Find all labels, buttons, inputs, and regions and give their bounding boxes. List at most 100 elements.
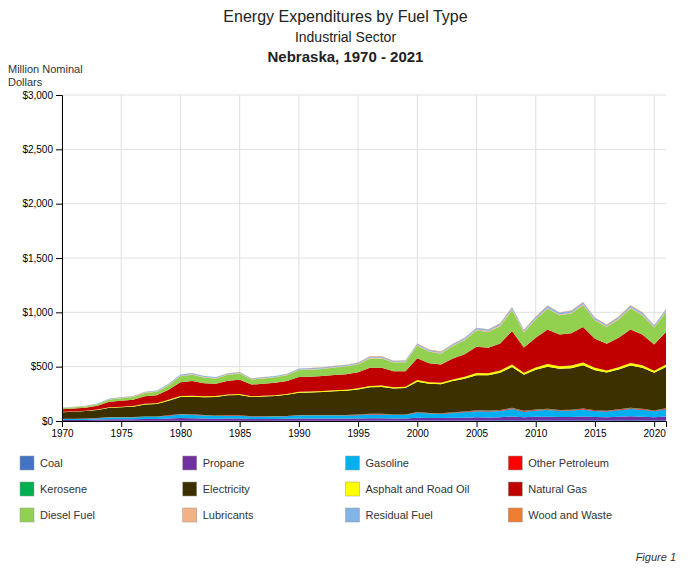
tick: $1,500 [22,253,62,264]
tick-mark [180,421,181,427]
tick: 1990 [288,421,311,439]
legend-swatch [346,456,360,470]
tick-label: $500 [31,361,54,372]
tick: 1975 [111,421,134,439]
area [62,302,666,407]
y-axis: $0 $500 $1,000 $1,500 $2,000 $2,500 $3,000 [22,90,62,427]
legend-label: Electricity [203,483,251,495]
tick-mark [654,421,655,427]
tick-mark [299,421,300,427]
plot: 1970 1975 1980 1985 1990 1995 2000 2005 2010 2015… [22,90,666,439]
tick-label: 2010 [525,428,548,439]
tick-mark [595,421,596,427]
tick-mark [56,367,62,368]
tick-mark [56,204,62,205]
tick-label: $0 [42,416,54,427]
tick-label: $2,500 [22,144,53,155]
legend-label: Gasoline [366,457,409,469]
tick-mark [56,312,62,313]
legend-label: Residual Fuel [366,509,433,521]
tick-label: $3,000 [22,90,53,101]
tick-mark [121,421,122,427]
legend-label: Asphalt and Road Oil [366,483,470,495]
subtitle: Industrial Sector [295,29,396,45]
tick-label: 1985 [229,428,252,439]
tick-label: 2000 [407,428,430,439]
legend-swatch [346,482,360,496]
tick-label: 1975 [111,428,134,439]
legend-swatch [20,508,34,522]
legend-swatch [183,508,197,522]
annotation: Figure 1 [636,551,676,563]
tick: $0 [42,416,62,427]
tick-label: 1995 [347,428,370,439]
axis-line [56,96,63,422]
tick: 1985 [229,421,252,439]
legend-label: Lubricants [203,509,254,521]
tick-mark [358,421,359,427]
tick-mark [56,95,62,96]
tick-mark [536,421,537,427]
tick: $2,000 [22,198,62,209]
title: Energy Expenditures by Fuel Type [223,8,467,25]
legend-label: Other Petroleum [528,457,609,469]
grid-line [62,149,666,150]
legend-swatch [508,482,522,496]
legend-label: Natural Gas [528,483,587,495]
tick: 2000 [407,421,430,439]
grid-line [180,95,181,421]
grid-line [121,95,122,421]
tick-label: 2005 [466,428,489,439]
tick: 2005 [466,421,489,439]
legend: Coal Propane Gasoline Other Petroleum Kerose… [20,456,612,522]
grid-line [62,203,666,204]
legend-label: Coal [40,457,63,469]
tick-label: 1970 [51,428,74,439]
legend-swatch [20,482,34,496]
tick-mark [56,258,62,259]
grid [62,95,666,421]
tick-label: 2020 [644,428,667,439]
legend-label: Propane [203,457,245,469]
axis-line [63,422,667,428]
tick-label: 1990 [288,428,311,439]
legend-label: Wood and Waste [528,509,612,521]
legend-swatch [20,456,34,470]
grid-line [62,95,666,96]
tick: $3,000 [22,90,62,101]
tick: 2010 [525,421,548,439]
legend-swatch [183,456,197,470]
x-axis: 1970 1975 1980 1985 1990 1995 2000 2005 2010 2015… [51,421,666,439]
grid-line [62,258,666,259]
tick: $2,500 [22,144,62,155]
area [62,305,666,409]
legend-swatch [508,508,522,522]
tick: 2015 [584,421,607,439]
tick-label: $1,500 [22,253,53,264]
legend-swatch [346,508,360,522]
tick: 2020 [644,421,667,439]
tick-mark [240,421,241,427]
y-axis-label: Million NominalDollars [8,63,83,88]
tick: 1995 [347,421,370,439]
tick: 1970 [51,421,74,439]
area [62,304,666,408]
area [62,302,666,408]
tick: 1980 [170,421,193,439]
tick-label: $1,000 [22,307,53,318]
tick-mark [56,421,62,422]
legend-label: Diesel Fuel [40,509,95,521]
tick-mark [477,421,478,427]
tick-label: 1980 [170,428,193,439]
legend-swatch [183,482,197,496]
areas [62,302,666,421]
tick: $500 [31,361,62,372]
legend-swatch [508,456,522,470]
legend-label: Kerosene [40,483,87,495]
tick-mark [417,421,418,427]
tick-label: $2,000 [22,198,53,209]
tick-mark [56,149,62,150]
tick: $1,000 [22,307,62,318]
chart: Energy Expenditures by Fuel Type Industri… [0,0,691,571]
tick-label: 2015 [584,428,607,439]
